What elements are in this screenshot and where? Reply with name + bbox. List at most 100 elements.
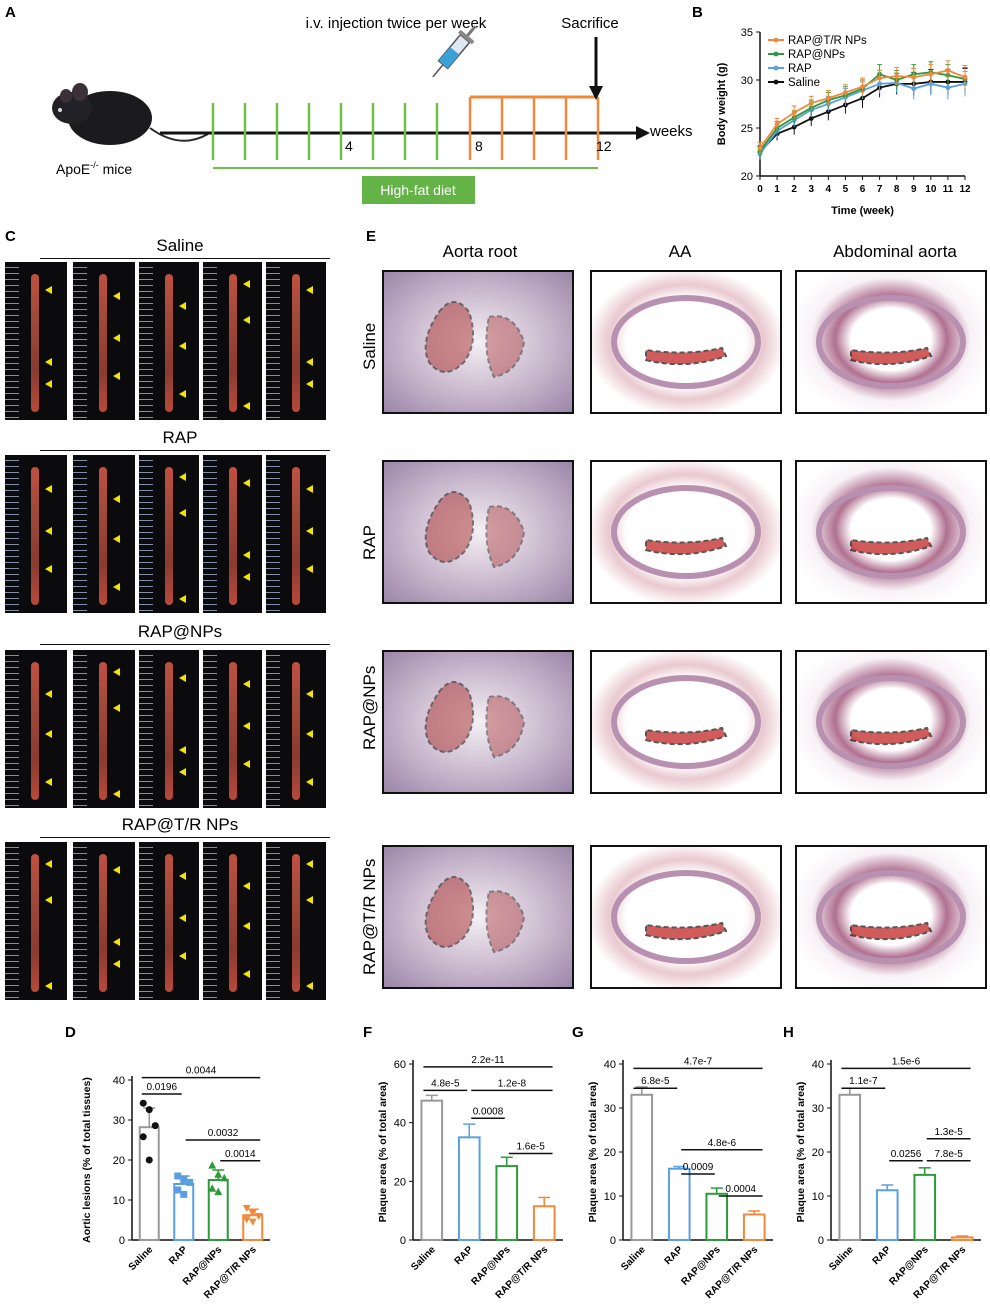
lesion-arrow-icon <box>179 872 186 880</box>
data-point <box>808 100 814 106</box>
aorta-tissue <box>229 854 237 992</box>
data-point <box>911 74 917 80</box>
y-tick-label: 25 <box>741 123 753 135</box>
lesion-arrow-icon <box>45 527 52 535</box>
lesion-arrow-icon <box>179 952 186 960</box>
aorta-photo <box>73 455 135 613</box>
aorta-tissue <box>99 854 107 992</box>
y-tick-label: 20 <box>113 1155 125 1167</box>
p-value-label: 4.8e-6 <box>708 1138 737 1149</box>
aorta-photo <box>5 842 67 1000</box>
data-point <box>791 110 797 116</box>
p-value-label: 0.0256 <box>891 1149 922 1160</box>
histology-row-label: RAP <box>360 525 379 560</box>
p-value-label: 0.0008 <box>473 1106 504 1117</box>
syringe-icon <box>432 25 477 78</box>
legend-marker <box>773 65 779 71</box>
y-tick-label: 10 <box>812 1191 824 1203</box>
y-tick-label: 60 <box>394 1059 406 1071</box>
aorta-tissue <box>99 274 107 412</box>
aorta-tissue <box>165 662 173 800</box>
injection-label: i.v. injection twice per week <box>306 15 487 32</box>
panel-letter-e: E <box>366 228 377 245</box>
y-tick-label: 20 <box>604 1147 616 1159</box>
lesion-arrow-icon <box>113 668 120 676</box>
lesion-arrow-icon <box>45 380 52 388</box>
lesion-arrow-icon <box>45 860 52 868</box>
bar <box>667 1167 691 1241</box>
panel-letter-c: C <box>5 228 16 245</box>
y-axis-label: Body weight (g) <box>716 62 728 145</box>
green-week-ticks <box>211 103 439 160</box>
data-point <box>860 84 865 90</box>
ruler-scale <box>266 262 280 420</box>
ruler-scale <box>73 262 87 420</box>
x-tick-label: Saline <box>127 1244 156 1273</box>
lesion-arrow-icon <box>243 316 250 324</box>
data-point <box>825 95 831 101</box>
p-value-label: 0.0196 <box>146 1082 177 1093</box>
plaque-area-aa-chart: 0 10 20 30 40 Plaque area (% of total area) Sa… <box>587 1056 773 1301</box>
p-value-label: 4.7e-7 <box>684 1056 713 1067</box>
y-tick-label: 40 <box>113 1075 125 1087</box>
lesion-arrow-icon <box>306 485 313 493</box>
aorta-photo <box>266 650 326 808</box>
plaque-area-abdominal-chart: 0 10 20 30 40 Plaque area (% of total area) Sa… <box>795 1056 981 1301</box>
ruler-scale <box>203 842 217 1000</box>
data-point <box>808 116 814 121</box>
aorta-tissue <box>229 274 237 412</box>
panel-a-timeline: ApoE-/- mice weeks 4 8 12 High-fat diet … <box>52 15 693 204</box>
histology-image <box>382 650 574 794</box>
lesion-arrow-icon <box>306 730 313 738</box>
lesion-arrow-icon <box>113 292 120 300</box>
panel-letter-f: F <box>363 1024 373 1041</box>
data-point <box>894 73 900 79</box>
lesion-arrow-icon <box>179 390 186 398</box>
plaque-outline <box>816 485 966 579</box>
col-header-aorta-root: Aorta root <box>442 242 518 261</box>
y-axis-label: Plaque area (% of total area) <box>795 1082 807 1223</box>
aorta-tissue <box>292 662 300 800</box>
lesion-arrow-icon <box>179 302 186 310</box>
lesion-arrow-icon <box>243 680 250 688</box>
aorta-photo <box>73 262 135 420</box>
lesion-arrow-icon <box>179 914 186 922</box>
plaque-outline <box>611 295 761 389</box>
p-value-label: 0.0032 <box>208 1128 239 1139</box>
lesion-arrow-icon <box>45 778 52 786</box>
bar <box>875 1189 899 1241</box>
data-point <box>248 1209 257 1217</box>
data-point <box>757 145 763 151</box>
lesion-arrow-icon <box>113 866 120 874</box>
aorta-photo <box>73 650 135 808</box>
plaque-outline <box>816 675 966 769</box>
histology-image <box>590 845 782 989</box>
bar <box>532 1205 556 1241</box>
y-tick-label: 20 <box>812 1147 824 1159</box>
lesion-arrow-icon <box>306 778 313 786</box>
y-tick-label: 0 <box>119 1235 125 1247</box>
x-tick-label: 7 <box>877 184 883 195</box>
aorta-tissue <box>165 467 173 605</box>
y-tick-label: 20 <box>741 171 753 183</box>
histology-row-label: RAP@NPs <box>360 665 379 750</box>
panel-letter-g: G <box>572 1024 584 1041</box>
data-point <box>139 1099 147 1107</box>
lesion-arrow-icon <box>45 565 52 573</box>
lesion-arrow-icon <box>243 280 250 288</box>
lesion-arrow-icon <box>45 286 52 294</box>
plaque-outline <box>816 870 966 964</box>
lesion-arrow-icon <box>306 982 313 990</box>
data-point <box>220 1173 229 1182</box>
ruler-scale <box>5 650 19 808</box>
col-header-abdominal-aorta: Abdominal aorta <box>833 242 957 261</box>
aorta-photo <box>139 262 199 420</box>
aorta-tissue <box>292 467 300 605</box>
plaque-outline <box>424 681 526 759</box>
panel-letter-b: B <box>692 4 703 21</box>
histology-row-label: Saline <box>360 322 379 370</box>
lesion-arrow-icon <box>179 674 186 682</box>
data-point <box>180 1190 188 1198</box>
x-tick-label: RAP <box>871 1244 894 1267</box>
